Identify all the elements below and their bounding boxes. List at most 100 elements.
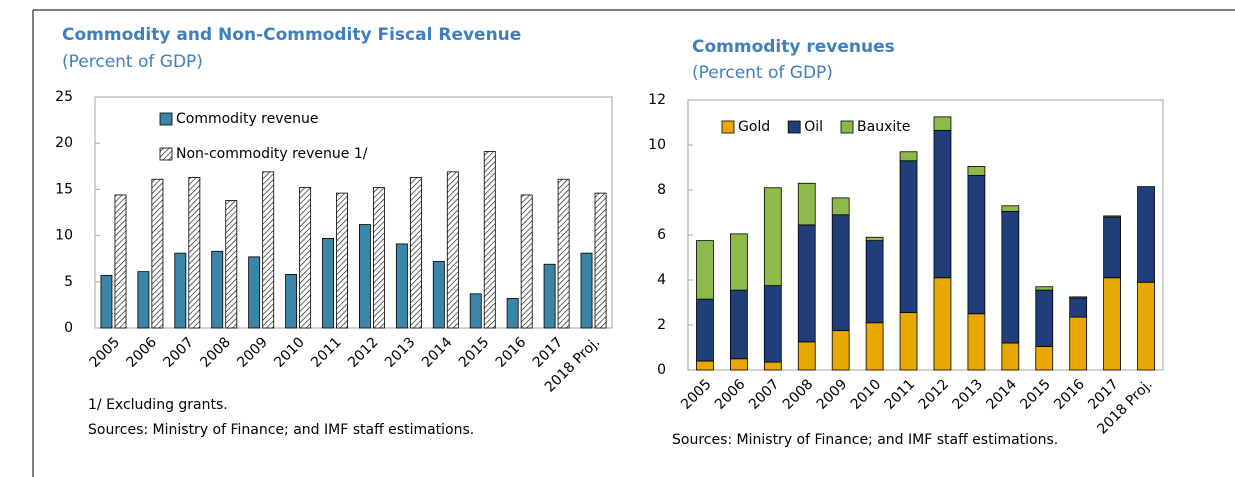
legend-swatch: [787, 120, 801, 134]
bar-segment: [967, 313, 986, 371]
bar: [409, 176, 422, 329]
bar-segment: [1035, 345, 1054, 371]
bar-segment: [831, 330, 850, 371]
chart-title: Commodity revenues: [692, 37, 895, 57]
plot-frame: [94, 96, 613, 329]
bar: [211, 250, 224, 329]
x-tick-label: 2013: [950, 376, 987, 413]
bar-segment: [797, 182, 816, 226]
bar: [100, 274, 113, 329]
y-tick-label: 4: [657, 272, 666, 288]
bar-segment: [967, 165, 986, 176]
x-tick-label: 2006: [124, 334, 161, 371]
bar: [114, 194, 127, 329]
bar-segment: [763, 187, 782, 287]
bar-segment: [967, 174, 986, 315]
x-tick-label: 2005: [678, 376, 715, 413]
bar: [151, 178, 164, 329]
chart-subtitle: (Percent of GDP): [692, 63, 833, 83]
y-tick-label: 6: [657, 227, 666, 243]
bar: [557, 178, 570, 329]
legend-swatch: [721, 120, 735, 134]
y-tick-label: 8: [657, 182, 666, 198]
y-tick-label: 5: [64, 274, 73, 290]
bar-segment: [730, 233, 748, 291]
legend-swatch: [840, 120, 854, 134]
bar-segment: [763, 285, 782, 363]
bar-segment: [865, 240, 884, 324]
x-tick-label: 2011: [308, 334, 345, 371]
legend-label: Commodity revenue: [176, 111, 319, 127]
bar: [174, 252, 187, 329]
bar-segment: [730, 358, 748, 371]
bar-segment: [933, 277, 952, 371]
bar: [594, 192, 607, 329]
bar-segment: [730, 289, 748, 360]
x-tick-label: 2007: [746, 376, 783, 413]
bar: [322, 237, 334, 329]
x-tick-label: 2005: [87, 334, 124, 371]
x-tick-label: 2014: [419, 334, 456, 371]
x-tick-label: 2009: [814, 376, 851, 413]
bar-segment: [1103, 277, 1121, 371]
y-tick-label: 12: [648, 92, 666, 108]
bar-segment: [696, 298, 714, 362]
bar: [520, 194, 533, 329]
x-tick-label: 2008: [780, 376, 817, 413]
x-tick-label: 2007: [160, 334, 197, 371]
bar: [262, 171, 275, 329]
bar: [359, 224, 371, 329]
x-tick-label: 2013: [382, 334, 419, 371]
bar-segment: [797, 341, 816, 371]
bar: [432, 261, 445, 329]
y-tick-label: 10: [55, 228, 73, 244]
legend-label: Oil: [804, 119, 823, 135]
y-tick-label: 20: [55, 135, 73, 151]
x-tick-label: 2010: [848, 376, 885, 413]
legend-label: Non-commodity revenue 1/: [176, 146, 368, 162]
x-tick-label: 2006: [712, 376, 749, 413]
bar-segment: [899, 151, 918, 162]
bar: [285, 274, 298, 329]
bar-segment: [1035, 289, 1054, 347]
bar: [137, 271, 150, 329]
bar-segment: [831, 214, 850, 332]
bar-segment: [933, 129, 952, 279]
bar: [483, 151, 496, 329]
x-tick-label: 2014: [983, 376, 1020, 413]
bar-segment: [696, 240, 714, 300]
bar: [446, 171, 459, 329]
bar-segment: [1001, 210, 1020, 344]
bar: [248, 256, 261, 329]
bar-segment: [1103, 215, 1121, 218]
bar: [543, 263, 556, 329]
bar: [225, 200, 238, 329]
bar-segment: [865, 236, 884, 242]
x-tick-label: 2016: [493, 334, 530, 371]
bar-segment: [899, 312, 918, 371]
bar-segment: [1103, 216, 1121, 279]
note: Sources: Ministry of Finance; and IMF st…: [88, 422, 474, 438]
bar-segment: [1069, 316, 1088, 371]
legend-label: Gold: [738, 119, 770, 135]
bar-segment: [865, 322, 884, 371]
bar-segment: [797, 224, 816, 343]
y-tick-label: 15: [55, 181, 73, 197]
plot-frame: [687, 99, 1164, 371]
y-tick-label: 25: [55, 89, 73, 105]
x-tick-label: 2009: [234, 334, 271, 371]
bar-segment: [1137, 281, 1155, 371]
bar: [373, 187, 385, 329]
bar-segment: [1035, 286, 1054, 291]
bar-segment: [831, 197, 850, 216]
x-tick-label: 2015: [456, 334, 493, 371]
y-tick-label: 0: [657, 362, 666, 378]
bar-segment: [1069, 297, 1088, 318]
legend-swatch: [159, 147, 173, 161]
bar-segment: [763, 361, 782, 371]
note: 1/ Excluding grants.: [88, 397, 228, 413]
y-tick-label: 10: [648, 137, 666, 153]
x-tick-label: 2012: [916, 376, 953, 413]
bar-segment: [1069, 296, 1088, 299]
